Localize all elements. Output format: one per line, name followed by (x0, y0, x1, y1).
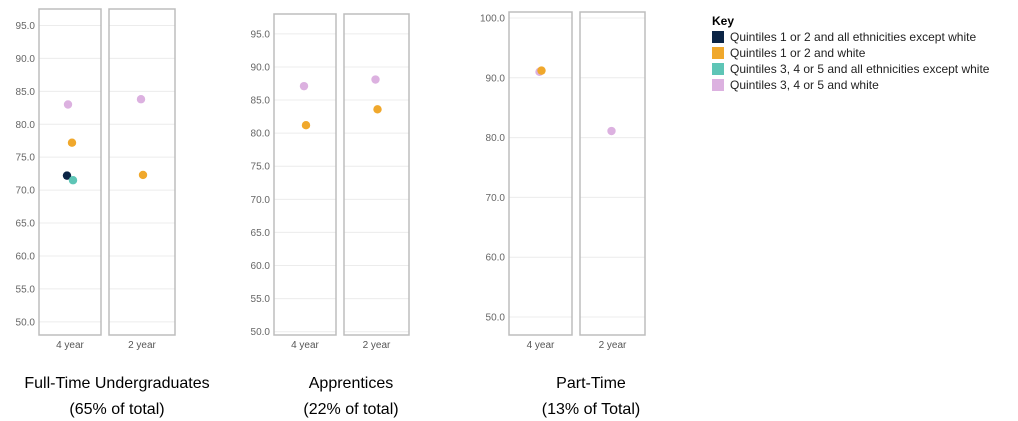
data-point (607, 126, 616, 136)
y-tick-label: 80.0 (251, 129, 271, 140)
y-tick-label: 100.0 (480, 13, 505, 24)
y-tick-label: 50.0 (16, 317, 36, 328)
facet-frame (579, 11, 646, 336)
data-point (62, 171, 72, 180)
key-label: Quintiles 3, 4 or 5 and all ethnicities … (730, 62, 990, 76)
panel-subtitle: (13% of Total) (542, 401, 640, 418)
key-label: Quintiles 1 or 2 and white (730, 46, 866, 60)
panel-title: Apprentices (309, 375, 394, 392)
chart-panel: 50.0 55.0 60.0 65.0 70.0 75.0 80.0 85.0 90.0 95.0… (251, 13, 410, 418)
panel-subtitle: (65% of total) (69, 401, 164, 418)
y-tick-label: 80.0 (486, 133, 506, 144)
data-point (136, 95, 146, 104)
facet-frame (343, 13, 410, 336)
key-label: Quintiles 1 or 2 and all ethnicities exc… (730, 30, 977, 44)
key-swatch (712, 31, 724, 43)
y-tick-label: 60.0 (486, 253, 506, 264)
data-point (371, 75, 380, 84)
y-tick-label: 55.0 (16, 284, 36, 295)
key-swatch (712, 63, 724, 75)
y-tick-label: 90.0 (251, 62, 271, 73)
key-title: Key (712, 14, 735, 28)
x-tick-label: 4 year (527, 340, 555, 351)
y-tick-label: 70.0 (251, 195, 271, 206)
data-point (373, 105, 382, 114)
y-tick-label: 90.0 (486, 73, 506, 84)
y-tick-label: 75.0 (251, 162, 271, 173)
data-point (63, 100, 73, 109)
data-point (537, 66, 546, 75)
y-tick-label: 85.0 (16, 87, 36, 98)
panel-title: Part-Time (556, 375, 626, 392)
y-tick-label: 55.0 (251, 294, 271, 305)
y-tick-label: 90.0 (16, 54, 36, 65)
y-tick-label: 70.0 (16, 186, 36, 197)
data-point (68, 176, 78, 185)
y-tick-label: 60.0 (16, 251, 36, 262)
panel-subtitle: (22% of total) (303, 401, 398, 418)
y-tick-label: 60.0 (251, 261, 271, 272)
key-label: Quintiles 3, 4 or 5 and white (730, 78, 879, 92)
chart-panel: 50.0 55.0 60.0 65.0 70.0 75.0 80.0 85.0 90.0 95.0… (16, 8, 210, 418)
data-point (299, 81, 309, 91)
data-point (67, 138, 77, 147)
chart-panel: 50.0 60.0 70.0 80.0 90.0 100.0 4 year 2 year Par… (480, 11, 646, 418)
data-point (138, 170, 148, 180)
x-tick-label: 2 year (599, 340, 627, 351)
y-tick-label: 80.0 (16, 120, 36, 131)
key-entry: Quintiles 3, 4 or 5 and white (712, 77, 989, 93)
y-tick-label: 65.0 (251, 228, 271, 239)
y-tick-label: 70.0 (486, 193, 506, 204)
facet-frame (273, 13, 337, 336)
panel-title: Full-Time Undergraduates (24, 375, 209, 392)
facet-frame (108, 8, 176, 336)
key-swatch (712, 47, 724, 59)
y-tick-label: 65.0 (16, 219, 36, 230)
x-tick-label: 4 year (56, 340, 84, 351)
key-entry: Quintiles 1 or 2 and white (712, 45, 989, 61)
key-entry: Quintiles 3, 4 or 5 and all ethnicities … (712, 61, 989, 77)
data-point (301, 120, 311, 130)
x-tick-label: 2 year (128, 340, 156, 351)
y-tick-label: 75.0 (16, 153, 36, 164)
y-tick-label: 50.0 (251, 327, 271, 338)
key-swatch (712, 79, 724, 91)
y-tick-label: 50.0 (486, 313, 506, 324)
y-tick-label: 85.0 (251, 96, 271, 107)
x-tick-label: 2 year (363, 340, 391, 351)
chart-key: Key Quintiles 1 or 2 and all ethnicities… (712, 14, 989, 93)
y-tick-label: 95.0 (251, 29, 271, 40)
y-tick-label: 95.0 (16, 21, 36, 32)
facet-frame (508, 11, 573, 336)
x-tick-label: 4 year (291, 340, 319, 351)
facet-frame (38, 8, 102, 336)
key-entry: Quintiles 1 or 2 and all ethnicities exc… (712, 29, 989, 45)
